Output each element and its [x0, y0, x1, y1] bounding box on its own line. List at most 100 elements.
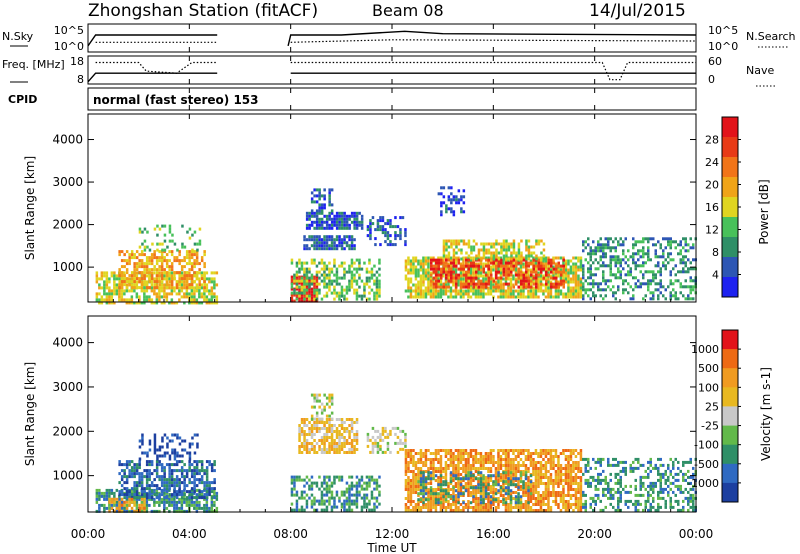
heatmap-cell	[482, 265, 485, 269]
heatmap-cell	[455, 195, 458, 199]
heatmap-cell	[419, 280, 423, 284]
heatmap-cell	[105, 497, 109, 501]
heatmap-cell	[190, 286, 194, 290]
heatmap-cell	[303, 285, 306, 289]
heatmap-cell	[110, 289, 114, 293]
heatmap-cell	[452, 295, 455, 299]
heatmap-cell	[163, 268, 166, 272]
heatmap-cell	[427, 265, 430, 269]
heatmap-cell	[148, 469, 151, 473]
heatmap-cell	[455, 245, 458, 249]
heatmap-cell	[123, 472, 126, 476]
heatmap-cell	[338, 220, 341, 224]
heatmap-cell	[399, 231, 402, 235]
heatmap-cell	[315, 217, 319, 221]
heatmap-cell	[465, 273, 468, 277]
heatmap-cell	[330, 203, 334, 207]
heatmap-cell	[193, 491, 196, 495]
heatmap-cell	[323, 481, 326, 485]
heatmap-cell	[190, 469, 194, 473]
colorbar-band	[722, 157, 738, 178]
heatmap-cell	[499, 283, 503, 287]
heatmap-cell	[455, 239, 458, 243]
heatmap-cell	[138, 478, 141, 482]
heatmap-cell	[442, 449, 445, 452]
heatmap-cell	[442, 251, 446, 255]
heatmap-cell	[469, 259, 473, 263]
heatmap-cell	[146, 451, 149, 455]
heatmap-cell	[599, 258, 602, 262]
heatmap-cell	[414, 274, 418, 278]
heatmap-cell	[355, 448, 359, 451]
heatmap-cell	[168, 503, 171, 507]
heatmap-cell	[457, 273, 460, 277]
heatmap-cell	[414, 452, 418, 455]
heatmap-cell	[213, 271, 216, 275]
heatmap-cell	[163, 233, 167, 237]
heatmap-cell	[163, 503, 166, 507]
heatmap-cell	[335, 214, 339, 218]
heatmap-cell	[378, 490, 381, 494]
heatmap-cell	[447, 488, 450, 491]
heatmap-cell	[103, 509, 106, 513]
heatmap-cell	[474, 452, 478, 455]
heatmap-cell	[555, 267, 558, 271]
heatmap-cell	[517, 245, 521, 249]
heatmap-cell	[534, 292, 538, 296]
heatmap-cell	[437, 285, 440, 289]
heatmap-cell	[310, 279, 314, 283]
heatmap-cell	[128, 509, 131, 513]
heatmap-cell	[175, 280, 179, 284]
heatmap-cell	[474, 274, 478, 278]
heatmap-cell	[534, 268, 538, 272]
heatmap-cell	[350, 439, 354, 442]
heatmap-cell	[447, 467, 450, 470]
heatmap-cell	[298, 261, 301, 265]
heatmap-cell	[335, 291, 339, 295]
heatmap-cell	[203, 481, 206, 485]
heatmap-cell	[168, 230, 172, 234]
heatmap-cell	[110, 497, 114, 501]
heatmap-cell	[133, 283, 136, 287]
heatmap-cell	[148, 460, 151, 464]
heatmap-cell	[328, 499, 331, 503]
heatmap-cell	[358, 258, 361, 262]
heatmap-cell	[437, 292, 440, 296]
heatmap-cell	[540, 257, 543, 261]
heatmap-cell	[460, 210, 463, 214]
heatmap-cell	[440, 210, 443, 214]
heatmap-cell	[175, 475, 179, 479]
heatmap-cell	[210, 289, 214, 293]
heatmap-cell	[419, 485, 423, 488]
heatmap-cell	[440, 204, 443, 208]
heatmap-cell	[454, 464, 458, 467]
heatmap-cell	[123, 277, 126, 281]
heatmap-cell	[165, 484, 169, 488]
heatmap-cell	[138, 506, 141, 510]
heatmap-cell	[325, 291, 329, 295]
heatmap-cell	[557, 268, 560, 272]
heatmap-cell	[188, 493, 191, 497]
heatmap-cell	[300, 291, 304, 295]
heatmap-cell	[305, 502, 309, 506]
heatmap-cell	[569, 295, 573, 299]
heatmap-cell	[409, 286, 413, 290]
heatmap-cell	[445, 254, 448, 258]
heatmap-cell	[135, 286, 139, 290]
heatmap-cell	[669, 282, 672, 286]
heatmap-cell	[313, 502, 316, 506]
heatmap-cell	[627, 264, 630, 268]
heatmap-cell	[350, 264, 354, 268]
heatmap-cell	[452, 476, 455, 479]
heatmap-cell	[579, 292, 583, 296]
heatmap-cell	[138, 280, 141, 284]
heatmap-cell	[353, 220, 356, 224]
heatmap-cell	[450, 276, 453, 280]
heatmap-cell	[459, 467, 463, 470]
heatmap-cell	[180, 466, 184, 470]
heatmap-cell	[517, 280, 520, 284]
heatmap-cell	[459, 458, 463, 461]
heatmap-cell	[472, 506, 475, 509]
heatmap-cell	[577, 295, 580, 299]
heatmap-cell	[165, 491, 169, 495]
